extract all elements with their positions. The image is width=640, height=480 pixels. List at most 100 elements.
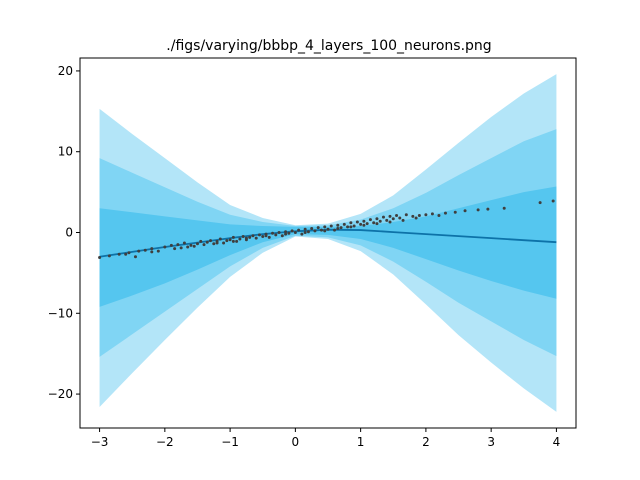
data-point [244, 236, 248, 240]
data-point [231, 239, 235, 243]
data-point [212, 242, 216, 246]
data-point [404, 213, 408, 217]
data-point [189, 243, 193, 247]
data-point [385, 218, 389, 222]
data-point [277, 231, 281, 234]
data-point [182, 241, 186, 245]
data-point [173, 247, 177, 251]
data-point [169, 243, 173, 247]
data-point [352, 224, 356, 228]
data-point [215, 241, 219, 245]
data-point [163, 245, 167, 249]
y-tick-label: 10 [58, 145, 73, 159]
x-tick-label: 1 [357, 435, 365, 449]
data-point [306, 230, 310, 234]
data-point [453, 210, 457, 214]
data-point [395, 214, 399, 218]
data-point [284, 230, 288, 234]
x-axis: −3 −2 −1 0 1 2 3 4 [91, 428, 561, 449]
x-tick-label: 3 [487, 435, 495, 449]
data-point [267, 235, 271, 239]
data-point [107, 254, 111, 258]
data-point [388, 214, 392, 218]
data-point [238, 237, 242, 241]
axes-frame [79, 57, 577, 429]
data-point [287, 231, 291, 235]
data-point [127, 251, 131, 255]
data-point [241, 235, 245, 239]
y-tick-label: −20 [48, 387, 73, 401]
data-point [209, 239, 213, 243]
data-point [424, 213, 428, 217]
x-tick-label: −3 [91, 435, 109, 449]
uncertainty-band-inner [99, 186, 557, 307]
data-point [401, 218, 405, 222]
data-point [381, 215, 385, 219]
data-point [303, 231, 307, 234]
data-point [346, 225, 350, 229]
y-tick-label: −10 [48, 306, 73, 320]
data-point [117, 252, 121, 256]
data-point [339, 226, 343, 230]
data-point [368, 218, 372, 222]
data-point [359, 222, 363, 226]
data-point [271, 231, 275, 235]
data-point [280, 234, 284, 238]
data-point [336, 223, 340, 227]
data-point [391, 217, 395, 221]
data-point [443, 211, 447, 215]
data-point [137, 249, 141, 253]
data-point [179, 246, 183, 250]
y-tick-label: 20 [58, 64, 73, 78]
x-tick-label: 2 [422, 435, 430, 449]
y-tick-label: 0 [65, 225, 73, 239]
data-point [365, 222, 369, 226]
data-point [329, 224, 333, 228]
data-point [303, 227, 307, 231]
data-point [414, 216, 418, 220]
data-point [349, 221, 353, 225]
data-point [349, 225, 353, 229]
data-point [251, 234, 255, 238]
data-point [293, 231, 297, 234]
data-point [257, 233, 261, 237]
data-point [430, 212, 434, 216]
data-point [463, 209, 467, 213]
data-point [176, 243, 180, 247]
data-point [372, 221, 376, 225]
data-point [355, 220, 359, 224]
data-point [284, 232, 288, 236]
data-point [290, 229, 294, 233]
data-point [248, 235, 252, 239]
data-point [199, 239, 203, 243]
data-point [333, 228, 337, 232]
data-point [202, 243, 206, 247]
data-point [98, 256, 102, 260]
data-point [231, 235, 235, 239]
data-point [316, 226, 320, 230]
data-point [375, 217, 379, 221]
data-point [235, 239, 239, 243]
chart-title: ./figs/varying/bbbp_4_layers_100_neurons… [166, 38, 491, 54]
data-point [398, 216, 402, 220]
data-point [417, 214, 421, 218]
data-point [326, 227, 330, 231]
y-axis: −20 −10 0 10 20 [48, 64, 80, 401]
data-point [538, 201, 542, 205]
data-point [336, 226, 340, 230]
data-point [319, 228, 323, 232]
plot-area [98, 74, 557, 412]
data-point [205, 240, 209, 244]
x-tick-label: 4 [553, 435, 561, 449]
data-point [274, 233, 278, 237]
x-tick-label: −2 [156, 435, 174, 449]
data-point [261, 235, 265, 239]
data-point [310, 226, 314, 230]
data-point [378, 219, 382, 223]
data-point [323, 225, 327, 229]
data-point [195, 242, 199, 246]
data-point [502, 206, 506, 210]
data-point [150, 247, 154, 251]
data-point [192, 244, 196, 248]
